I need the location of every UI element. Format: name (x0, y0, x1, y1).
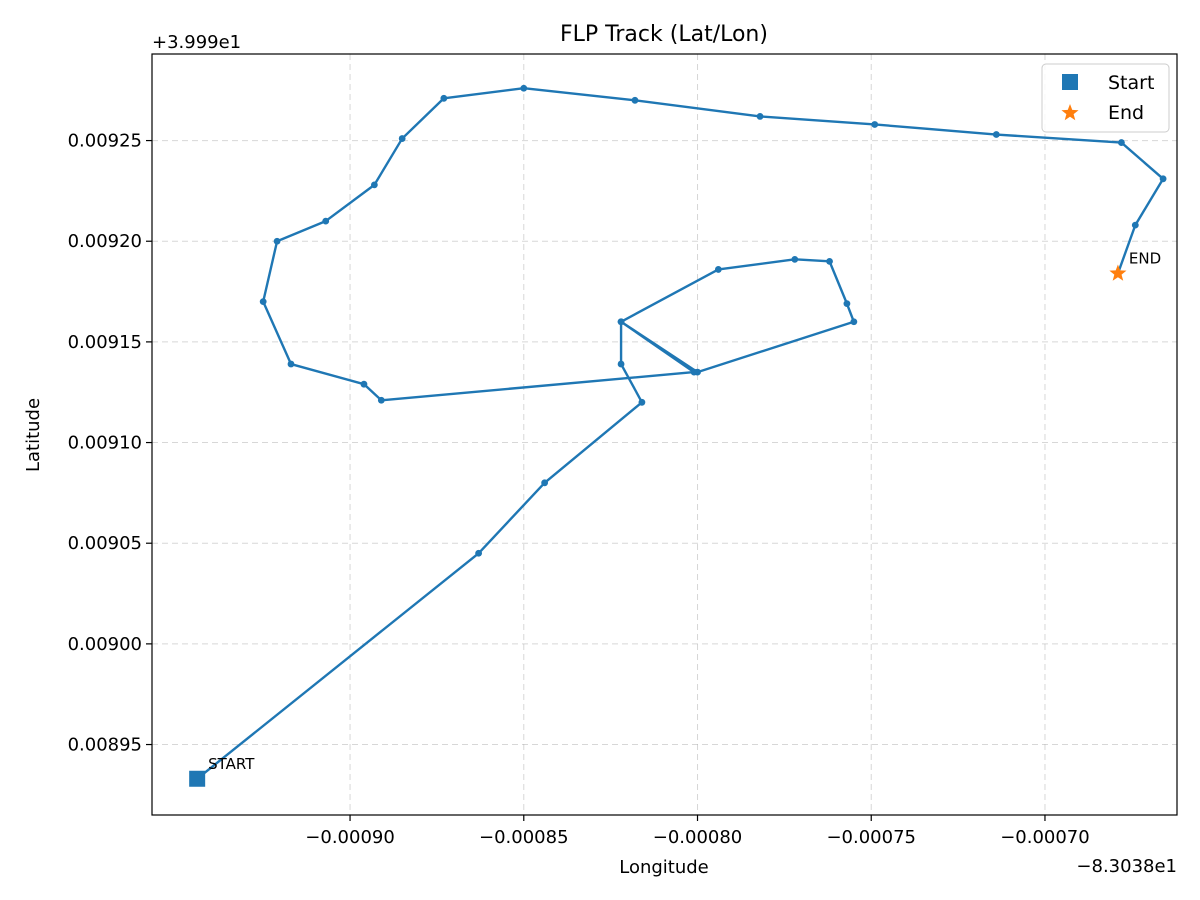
track-point (992, 131, 1000, 138)
y-tick-label: 0.00920 (68, 231, 142, 252)
x-tick-label: −0.00070 (1000, 827, 1090, 848)
track-point (617, 360, 625, 368)
legend-end-label: End (1108, 102, 1144, 124)
track-point (370, 181, 378, 189)
series-line (193, 84, 1167, 783)
track-point (273, 237, 281, 245)
x-tick-label: −0.00090 (305, 827, 395, 848)
legend: Start End (1041, 63, 1170, 133)
track-point (843, 300, 851, 308)
x-offset-label: −8.3038e1 (1076, 856, 1177, 877)
track-point (1118, 139, 1125, 146)
track-point (714, 266, 722, 273)
track-point (541, 479, 549, 487)
track-point (440, 94, 448, 102)
y-axis-label: Latitude (23, 398, 44, 472)
track-point (638, 398, 646, 406)
y-tick-label: 0.00895 (68, 735, 142, 756)
track-point (850, 318, 858, 326)
y-tick-label: 0.00915 (68, 332, 142, 353)
endpoint-markers: START END (189, 249, 1161, 787)
y-tick-label: 0.00905 (68, 533, 142, 554)
axis-ticks: −0.00090 −0.00085 −0.00080 −0.00075 −0.00070… (68, 131, 1090, 848)
track-point (287, 360, 295, 368)
x-tick-label: −0.00080 (653, 827, 743, 848)
track-point (1159, 175, 1167, 183)
track-point (360, 380, 368, 388)
y-tick-label: 0.00910 (68, 433, 142, 454)
legend-start-marker (1062, 74, 1078, 90)
x-tick-label: −0.00085 (479, 827, 569, 848)
track-point (617, 318, 625, 326)
legend-end-marker (1061, 104, 1079, 121)
track-point (520, 84, 528, 92)
chart-title: FLP Track (Lat/Lon) (560, 22, 768, 47)
track-point (475, 549, 483, 557)
track-point (398, 135, 406, 142)
y-tick-label: 0.00925 (68, 131, 142, 152)
y-offset-label: +3.999e1 (152, 32, 241, 53)
point-annotation: END (1129, 249, 1161, 267)
track-point (826, 257, 833, 265)
legend-start-label: Start (1108, 72, 1154, 94)
grid (152, 54, 1177, 815)
track-point (871, 121, 879, 128)
track-point (1131, 221, 1139, 229)
track-point (631, 96, 639, 104)
track-point (690, 368, 698, 376)
plot-area-frame (151, 53, 1178, 816)
track-point (322, 217, 330, 225)
track-point (756, 113, 764, 120)
y-tick-label: 0.00900 (68, 634, 142, 655)
end-marker (1109, 264, 1127, 281)
x-axis-label: Longitude (619, 857, 709, 878)
track-point (259, 298, 267, 306)
track-point (377, 396, 385, 404)
x-tick-label: −0.00075 (826, 827, 916, 848)
start-marker (189, 770, 206, 787)
point-annotation: START (208, 755, 255, 773)
track-point (791, 255, 799, 263)
track-line (196, 87, 1165, 780)
